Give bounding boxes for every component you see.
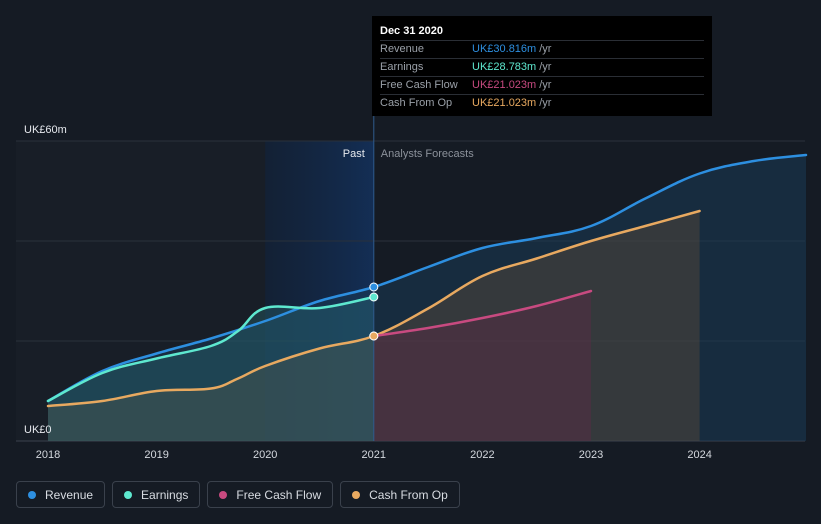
chart-legend: Revenue Earnings Free Cash Flow Cash Fro… xyxy=(16,481,467,508)
legend-dot-icon xyxy=(219,490,228,499)
y-axis-max-label: UK£60m xyxy=(24,124,67,136)
tooltip-row-label: Revenue xyxy=(380,43,425,55)
marker-cash-from-op xyxy=(369,331,379,341)
tooltip-row-value: UK£21.023m xyxy=(472,79,537,91)
marker-revenue xyxy=(369,282,379,292)
tooltip-row-label: Earnings xyxy=(380,61,424,73)
x-tick-label: 2024 xyxy=(687,449,711,461)
legend-label: Free Cash Flow xyxy=(236,487,322,502)
legend-label: Earnings xyxy=(141,487,189,502)
line-cash-from-op xyxy=(46,209,701,408)
line-earnings xyxy=(46,295,376,403)
legend-label: Revenue xyxy=(45,487,94,502)
tooltip-row-cash-from-op: Cash From Op UK£21.023m /yr xyxy=(380,94,704,112)
tooltip-row-value: UK£21.023m xyxy=(472,97,537,109)
tooltip-row-earnings: Earnings UK£28.783m /yr xyxy=(380,58,704,76)
x-tick-label: 2018 xyxy=(36,449,60,461)
tooltip-row-free-cash-flow: Free Cash Flow UK£21.023m /yr xyxy=(380,76,704,94)
data-tooltip: Dec 31 2020 Revenue UK£30.816m /yr Earni… xyxy=(372,16,712,116)
tooltip-row-revenue: Revenue UK£30.816m /yr xyxy=(380,40,704,58)
legend-item-cash-from-op[interactable]: Cash From Op xyxy=(340,481,460,508)
forecast-label: Analysts Forecasts xyxy=(381,148,474,160)
y-axis-min-label: UK£0 xyxy=(24,424,52,436)
area-revenue xyxy=(48,155,807,441)
tooltip-row-label: Cash From Op xyxy=(380,97,453,109)
marker-earnings xyxy=(369,292,379,302)
legend-dot-icon xyxy=(352,490,361,499)
tooltip-row-value: UK£28.783m xyxy=(472,61,537,73)
tooltip-row-unit: /yr xyxy=(539,97,552,109)
line-revenue xyxy=(46,153,808,403)
legend-dot-icon xyxy=(28,490,36,499)
tooltip-row-label: Free Cash Flow xyxy=(380,79,458,91)
x-tick-label: 2020 xyxy=(253,449,277,461)
legend-item-earnings[interactable]: Earnings xyxy=(112,481,201,508)
tooltip-row-unit: /yr xyxy=(539,61,552,73)
x-tick-label: 2021 xyxy=(362,449,386,461)
line-free-cash-flow xyxy=(372,289,593,338)
tooltip-row-unit: /yr xyxy=(539,43,552,55)
x-tick-label: 2022 xyxy=(470,449,494,461)
legend-item-revenue[interactable]: Revenue xyxy=(16,481,106,508)
past-label: Past xyxy=(343,148,365,160)
legend-item-free-cash-flow[interactable]: Free Cash Flow xyxy=(207,481,334,508)
tooltip-row-value: UK£30.816m xyxy=(472,43,537,55)
area-cash-from-op xyxy=(48,211,700,441)
area-earnings xyxy=(48,297,374,441)
legend-label: Cash From Op xyxy=(369,487,448,502)
x-tick-label: 2019 xyxy=(144,449,168,461)
financial-chart: UK£60m UK£0 2018 2019 2020 2021 2022 2023 2024 Pa… xyxy=(16,116,808,461)
tooltip-row-unit: /yr xyxy=(539,79,552,91)
tooltip-date: Dec 31 2020 xyxy=(380,25,443,37)
legend-dot-icon xyxy=(124,490,133,499)
x-tick-label: 2023 xyxy=(579,449,603,461)
